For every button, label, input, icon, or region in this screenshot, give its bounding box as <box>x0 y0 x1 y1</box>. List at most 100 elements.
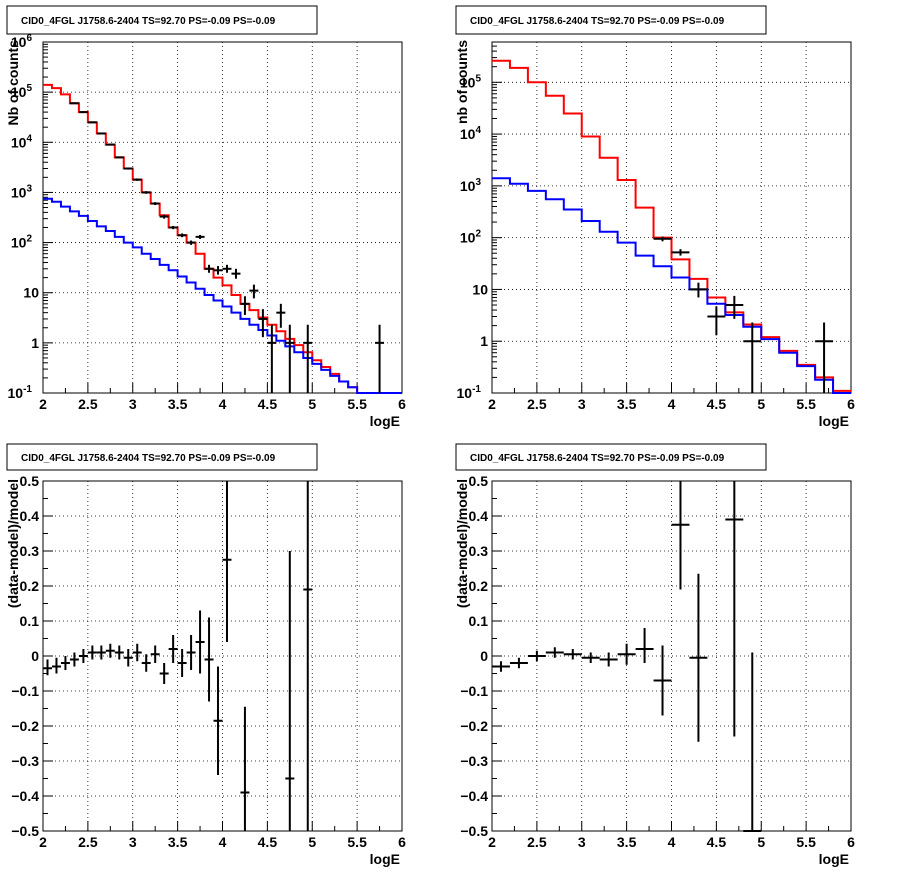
chart-title-box <box>6 5 318 35</box>
data-point <box>69 652 79 667</box>
y-tick-label: 0.4 <box>20 508 40 524</box>
data-point <box>114 156 124 159</box>
series-2-step-line <box>43 197 402 394</box>
chart-title: CID0_4FGL J1758.6-2404 TS=92.70 PS=-0.09… <box>21 16 276 27</box>
y-tick-label: 1 <box>31 335 39 351</box>
data-point <box>87 121 97 124</box>
chart-panel-1: CID0_4FGL J1758.6-2404 TS=92.70 PS=-0.09… <box>5 5 406 429</box>
y-tick-label: −0.5 <box>460 823 488 839</box>
data-point <box>653 645 672 716</box>
data-point <box>563 649 582 660</box>
chart-title-box <box>6 443 318 471</box>
y-tick-label: −0.3 <box>11 753 39 769</box>
data-point <box>195 234 205 239</box>
x-axis-label: logE <box>370 851 400 867</box>
x-tick-label: 5 <box>757 834 765 850</box>
data-point <box>689 282 708 298</box>
y-tick-label: 0.2 <box>469 578 489 594</box>
data-point <box>725 295 744 319</box>
data-point <box>222 481 232 642</box>
x-axis-label: logE <box>819 851 849 867</box>
data-point <box>303 324 313 393</box>
y-tick-label: 0.4 <box>469 508 489 524</box>
y-tick-label: −0.1 <box>11 683 39 699</box>
data-point <box>105 143 115 146</box>
x-tick-label: 6 <box>847 834 855 850</box>
chart-title: CID0_4FGL J1758.6-2404 TS=92.70 PS=-0.09… <box>21 453 276 464</box>
y-tick-label: 10-1 <box>8 384 33 401</box>
data-point <box>725 481 744 737</box>
y-tick-label: 10 <box>23 285 39 301</box>
data-point <box>87 645 97 660</box>
x-tick-label: 3.5 <box>617 834 637 850</box>
y-tick-label: −0.3 <box>460 753 488 769</box>
x-tick-label: 2.5 <box>78 396 98 412</box>
data-point <box>303 481 313 831</box>
data-point <box>186 240 196 245</box>
x-tick-label: 3 <box>578 396 586 412</box>
data-point <box>231 268 241 279</box>
x-tick-label: 3.5 <box>617 396 637 412</box>
data-point <box>743 652 762 832</box>
data-point <box>204 264 214 273</box>
chart-panel-2: CID0_4FGL J1758.6-2404 TS=92.70 PS=-0.09… <box>454 5 855 429</box>
y-tick-label: 10 <box>472 281 488 297</box>
data-point <box>671 249 690 256</box>
y-tick-label: −0.1 <box>460 683 488 699</box>
x-tick-label: 5 <box>757 396 765 412</box>
data-point <box>132 643 142 662</box>
x-tick-label: 2 <box>488 396 496 412</box>
y-tick-label: 106 <box>11 33 33 50</box>
data-point <box>653 236 672 242</box>
y-tick-label: 0 <box>31 648 39 664</box>
data-point <box>581 652 600 663</box>
x-tick-label: 2 <box>488 834 496 850</box>
chart-title: CID0_4FGL J1758.6-2404 TS=92.70 PS=-0.09… <box>470 453 725 464</box>
data-point <box>375 324 385 393</box>
y-tick-label: 0.1 <box>469 613 489 629</box>
x-tick-label: 2 <box>39 396 47 412</box>
x-tick-label: 3 <box>129 396 137 412</box>
x-tick-label: 2.5 <box>527 396 547 412</box>
series-2-step-line <box>492 177 851 394</box>
data-point <box>285 324 295 393</box>
y-tick-label: −0.4 <box>460 788 488 804</box>
data-point <box>285 551 295 831</box>
y-tick-label: 0.5 <box>469 473 489 489</box>
data-point <box>545 647 564 658</box>
series-1-step-line <box>492 59 851 392</box>
data-point <box>617 643 636 665</box>
y-tick-label: 0.2 <box>20 578 40 594</box>
x-tick-label: 4 <box>668 396 676 412</box>
y-tick-label: 1 <box>480 333 488 349</box>
x-tick-label: 4.5 <box>258 834 278 850</box>
y-tick-label: 102 <box>11 234 33 251</box>
x-tick-label: 5 <box>308 834 316 850</box>
data-point <box>240 296 250 315</box>
data-point <box>707 306 726 336</box>
data-point <box>114 645 124 660</box>
data-point <box>186 635 196 670</box>
data-point <box>168 225 178 230</box>
y-tick-label: 103 <box>11 183 33 200</box>
chart-panel-3: CID0_4FGL J1758.6-2404 TS=92.70 PS=-0.09… <box>5 443 406 867</box>
data-point <box>267 324 277 393</box>
data-point <box>141 654 151 672</box>
y-tick-label: 0.5 <box>20 473 40 489</box>
series-3-points <box>653 236 834 393</box>
y-axis-label: nb of counts <box>454 40 470 124</box>
data-point <box>689 573 708 742</box>
x-tick-label: 6 <box>847 396 855 412</box>
x-tick-label: 3 <box>578 834 586 850</box>
x-tick-label: 4.5 <box>707 834 727 850</box>
x-tick-label: 2 <box>39 834 47 850</box>
data-point <box>249 284 259 299</box>
data-point <box>159 214 169 219</box>
y-tick-label: 0 <box>480 648 488 664</box>
data-point <box>240 706 250 831</box>
data-point <box>671 481 690 590</box>
data-point <box>69 102 79 105</box>
y-tick-label: 102 <box>460 229 482 246</box>
x-tick-label: 3 <box>129 834 137 850</box>
data-point <box>213 266 223 275</box>
